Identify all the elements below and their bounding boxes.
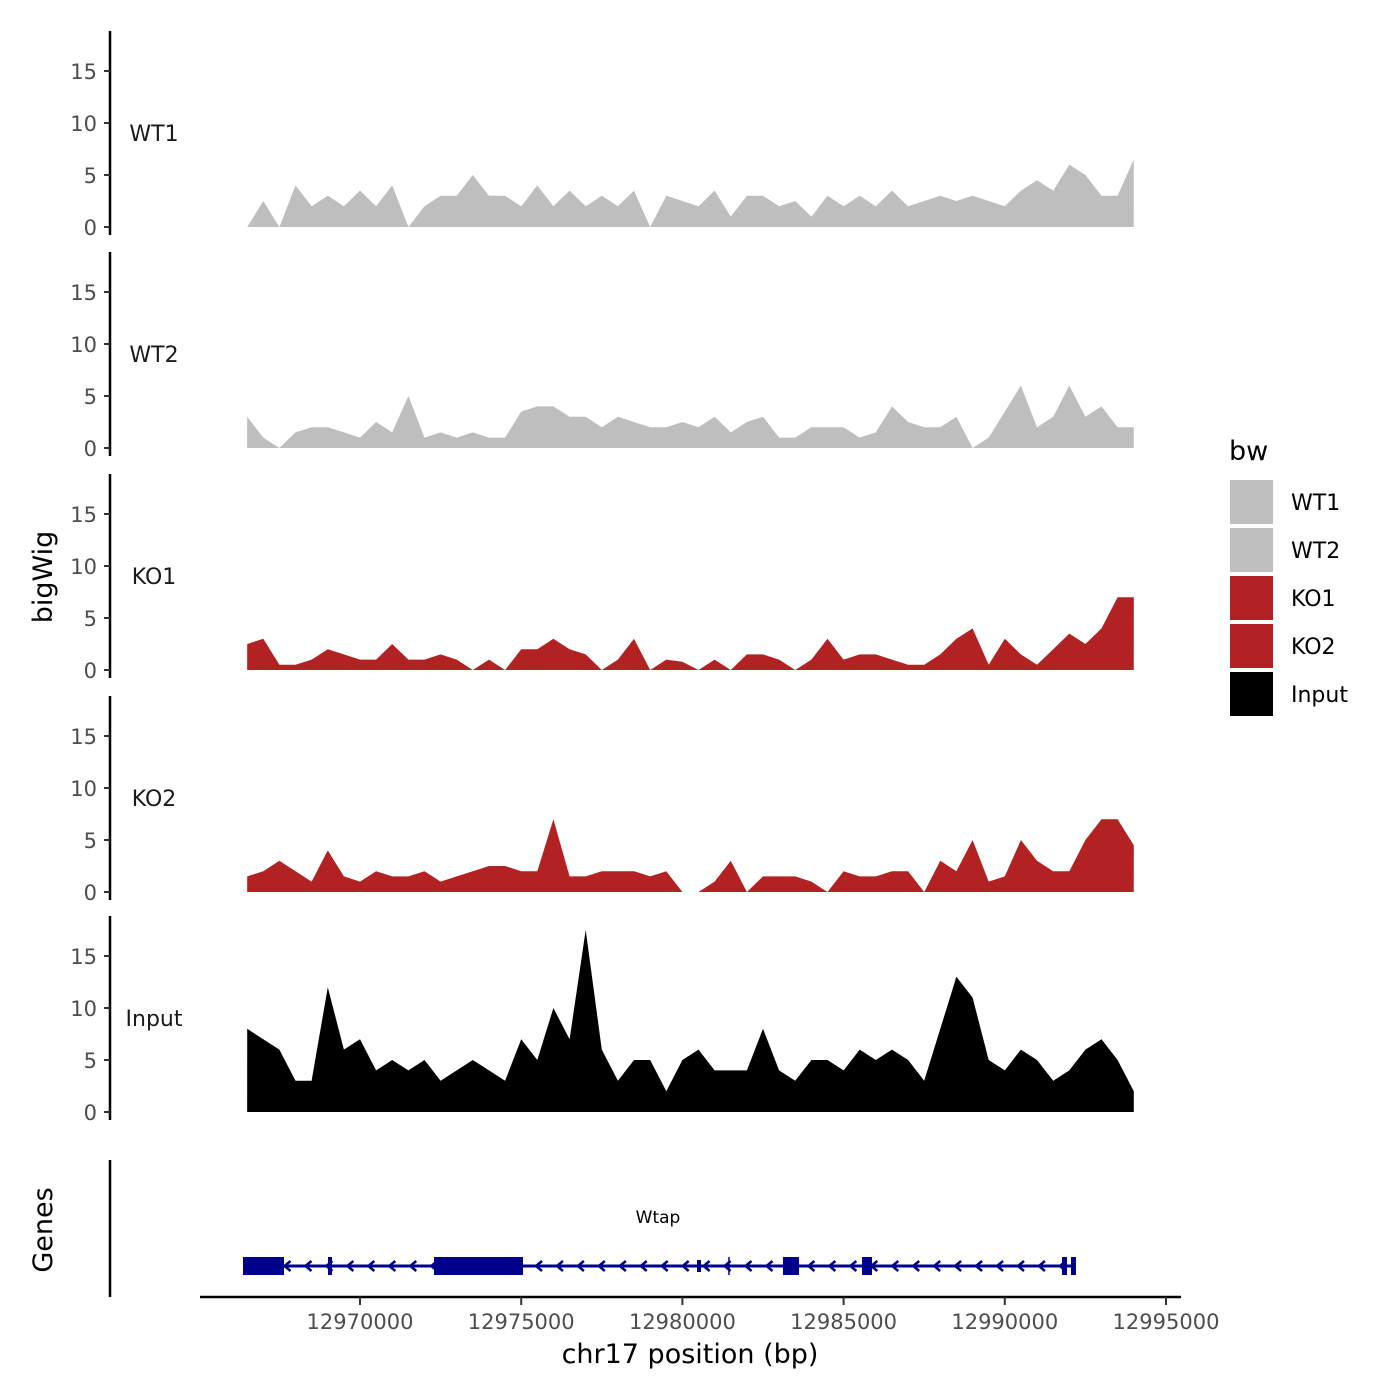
strand-arrow-icon <box>848 1260 858 1272</box>
gene-exon <box>697 1260 702 1272</box>
legend-label-WT1: WT1 <box>1291 491 1340 516</box>
legend-title: bw <box>1229 436 1268 467</box>
gene-exon <box>243 1257 285 1275</box>
y-tick-label: 10 <box>70 112 97 136</box>
legend-label-WT2: WT2 <box>1291 539 1340 564</box>
coverage-area-WT1 <box>247 159 1134 227</box>
track-label-KO1: KO1 <box>132 565 177 590</box>
y-tick-label: 15 <box>70 60 97 84</box>
gene-track-title: Genes <box>28 1187 59 1272</box>
strand-arrow-icon <box>890 1260 900 1272</box>
gene-exon <box>1070 1257 1076 1275</box>
legend-key-KO1 <box>1230 576 1273 620</box>
strand-arrow-icon <box>617 1260 627 1272</box>
coverage-area-KO1 <box>247 597 1134 670</box>
y-tick-label: 0 <box>84 216 97 240</box>
strand-arrow-icon <box>1016 1260 1025 1272</box>
strand-arrow-icon <box>638 1260 648 1272</box>
y-tick-label: 5 <box>84 1049 97 1073</box>
x-tick-label: 12990000 <box>951 1310 1058 1334</box>
gene-exon <box>862 1257 873 1275</box>
strand-arrow-icon <box>974 1260 983 1272</box>
strand-arrow-icon <box>575 1260 585 1272</box>
strand-arrow-icon <box>303 1260 313 1272</box>
y-tick-label: 5 <box>84 385 97 409</box>
x-tick-label: 12995000 <box>1113 1310 1220 1334</box>
y-tick-label: 10 <box>70 997 97 1021</box>
track-label-KO2: KO2 <box>132 787 177 812</box>
y-tick-label: 10 <box>70 777 97 801</box>
strand-arrow-icon <box>534 1260 543 1272</box>
x-tick-label: 12975000 <box>468 1310 575 1334</box>
y-tick-label: 15 <box>70 503 97 527</box>
legend-label-KO1: KO1 <box>1291 587 1336 612</box>
strand-arrow-icon <box>764 1260 774 1272</box>
track-label-Input: Input <box>126 1007 183 1032</box>
y-tick-label: 15 <box>70 281 97 305</box>
coverage-area-Input <box>247 930 1134 1112</box>
strand-arrow-icon <box>911 1260 921 1272</box>
x-tick-label: 12970000 <box>307 1310 414 1334</box>
strand-arrow-icon <box>345 1260 355 1272</box>
strand-arrow-icon <box>387 1260 397 1272</box>
gene-exon <box>327 1257 333 1275</box>
y-tick-label: 15 <box>70 725 97 749</box>
track-label-WT1: WT1 <box>129 122 178 147</box>
strand-arrow-icon <box>282 1260 292 1272</box>
y-axis-title: bigWig <box>28 531 59 624</box>
strand-arrow-icon <box>995 1260 1004 1272</box>
x-tick-label: 12980000 <box>629 1310 736 1334</box>
strand-arrow-icon <box>953 1260 962 1272</box>
gene-exon <box>782 1257 800 1275</box>
y-tick-label: 5 <box>84 164 97 188</box>
strand-arrow-icon <box>701 1260 711 1272</box>
y-tick-label: 5 <box>84 829 97 853</box>
legend-key-WT2 <box>1230 528 1273 572</box>
y-tick-label: 10 <box>70 555 97 579</box>
gene-exon <box>433 1257 524 1275</box>
coverage-area-KO2 <box>247 819 1134 892</box>
y-tick-label: 0 <box>84 437 97 461</box>
gene-name-label: Wtap <box>636 1208 681 1228</box>
gene-exon <box>1061 1257 1067 1275</box>
y-tick-label: 0 <box>84 881 97 905</box>
strand-arrow-icon <box>680 1260 690 1272</box>
coverage-area-WT2 <box>247 385 1134 448</box>
legend-key-Input <box>1230 672 1273 716</box>
x-axis-title: chr17 position (bp) <box>562 1339 819 1370</box>
legend-key-WT1 <box>1230 480 1273 524</box>
strand-arrow-icon <box>743 1260 753 1272</box>
track-label-WT2: WT2 <box>129 343 178 368</box>
strand-arrow-icon <box>366 1260 376 1272</box>
strand-arrow-icon <box>932 1260 941 1272</box>
y-tick-label: 15 <box>70 945 97 969</box>
legend-label-Input: Input <box>1291 683 1348 708</box>
strand-arrow-icon <box>659 1260 669 1272</box>
strand-arrow-icon <box>555 1260 564 1272</box>
y-tick-label: 5 <box>84 607 97 631</box>
y-tick-label: 0 <box>84 1101 97 1125</box>
legend-key-KO2 <box>1230 624 1273 668</box>
y-tick-label: 10 <box>70 333 97 357</box>
legend-label-KO2: KO2 <box>1291 635 1336 660</box>
strand-arrow-icon <box>596 1260 606 1272</box>
y-tick-label: 0 <box>84 659 97 683</box>
strand-arrow-icon <box>806 1260 816 1272</box>
strand-arrow-icon <box>408 1260 418 1272</box>
strand-arrow-icon <box>1036 1260 1046 1272</box>
strand-arrow-icon <box>827 1260 837 1272</box>
x-tick-label: 12985000 <box>790 1310 897 1334</box>
